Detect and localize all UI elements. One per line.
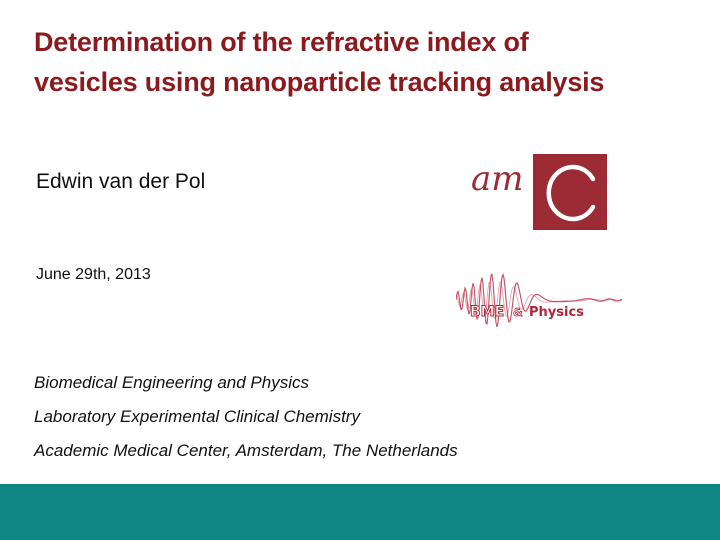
title-line-2: vesicles using nanoparticle tracking ana… xyxy=(34,67,605,97)
slide-title: Determination of the refractive index of… xyxy=(34,22,704,102)
bme-logo-text: BME xyxy=(470,304,504,320)
bme-physics-logo: BME & Physics xyxy=(456,272,623,327)
bme-amp-text: & xyxy=(513,306,523,319)
footer-bar xyxy=(0,484,720,540)
title-line-1: Determination of the refractive index of xyxy=(34,27,529,57)
affiliation-line: Biomedical Engineering and Physics xyxy=(34,373,309,392)
author-name: Edwin van der Pol xyxy=(36,170,206,193)
presentation-date: June 29th, 2013 xyxy=(36,266,151,283)
amc-logo: am xyxy=(471,154,607,230)
amc-logo-text: am xyxy=(471,159,524,199)
affiliation-line: Laboratory Experimental Clinical Chemist… xyxy=(34,407,360,426)
physics-logo-text: Physics xyxy=(529,305,584,320)
affiliations: Biomedical Engineering and Physics Labor… xyxy=(34,366,458,468)
affiliation-line: Academic Medical Center, Amsterdam, The … xyxy=(34,441,458,460)
